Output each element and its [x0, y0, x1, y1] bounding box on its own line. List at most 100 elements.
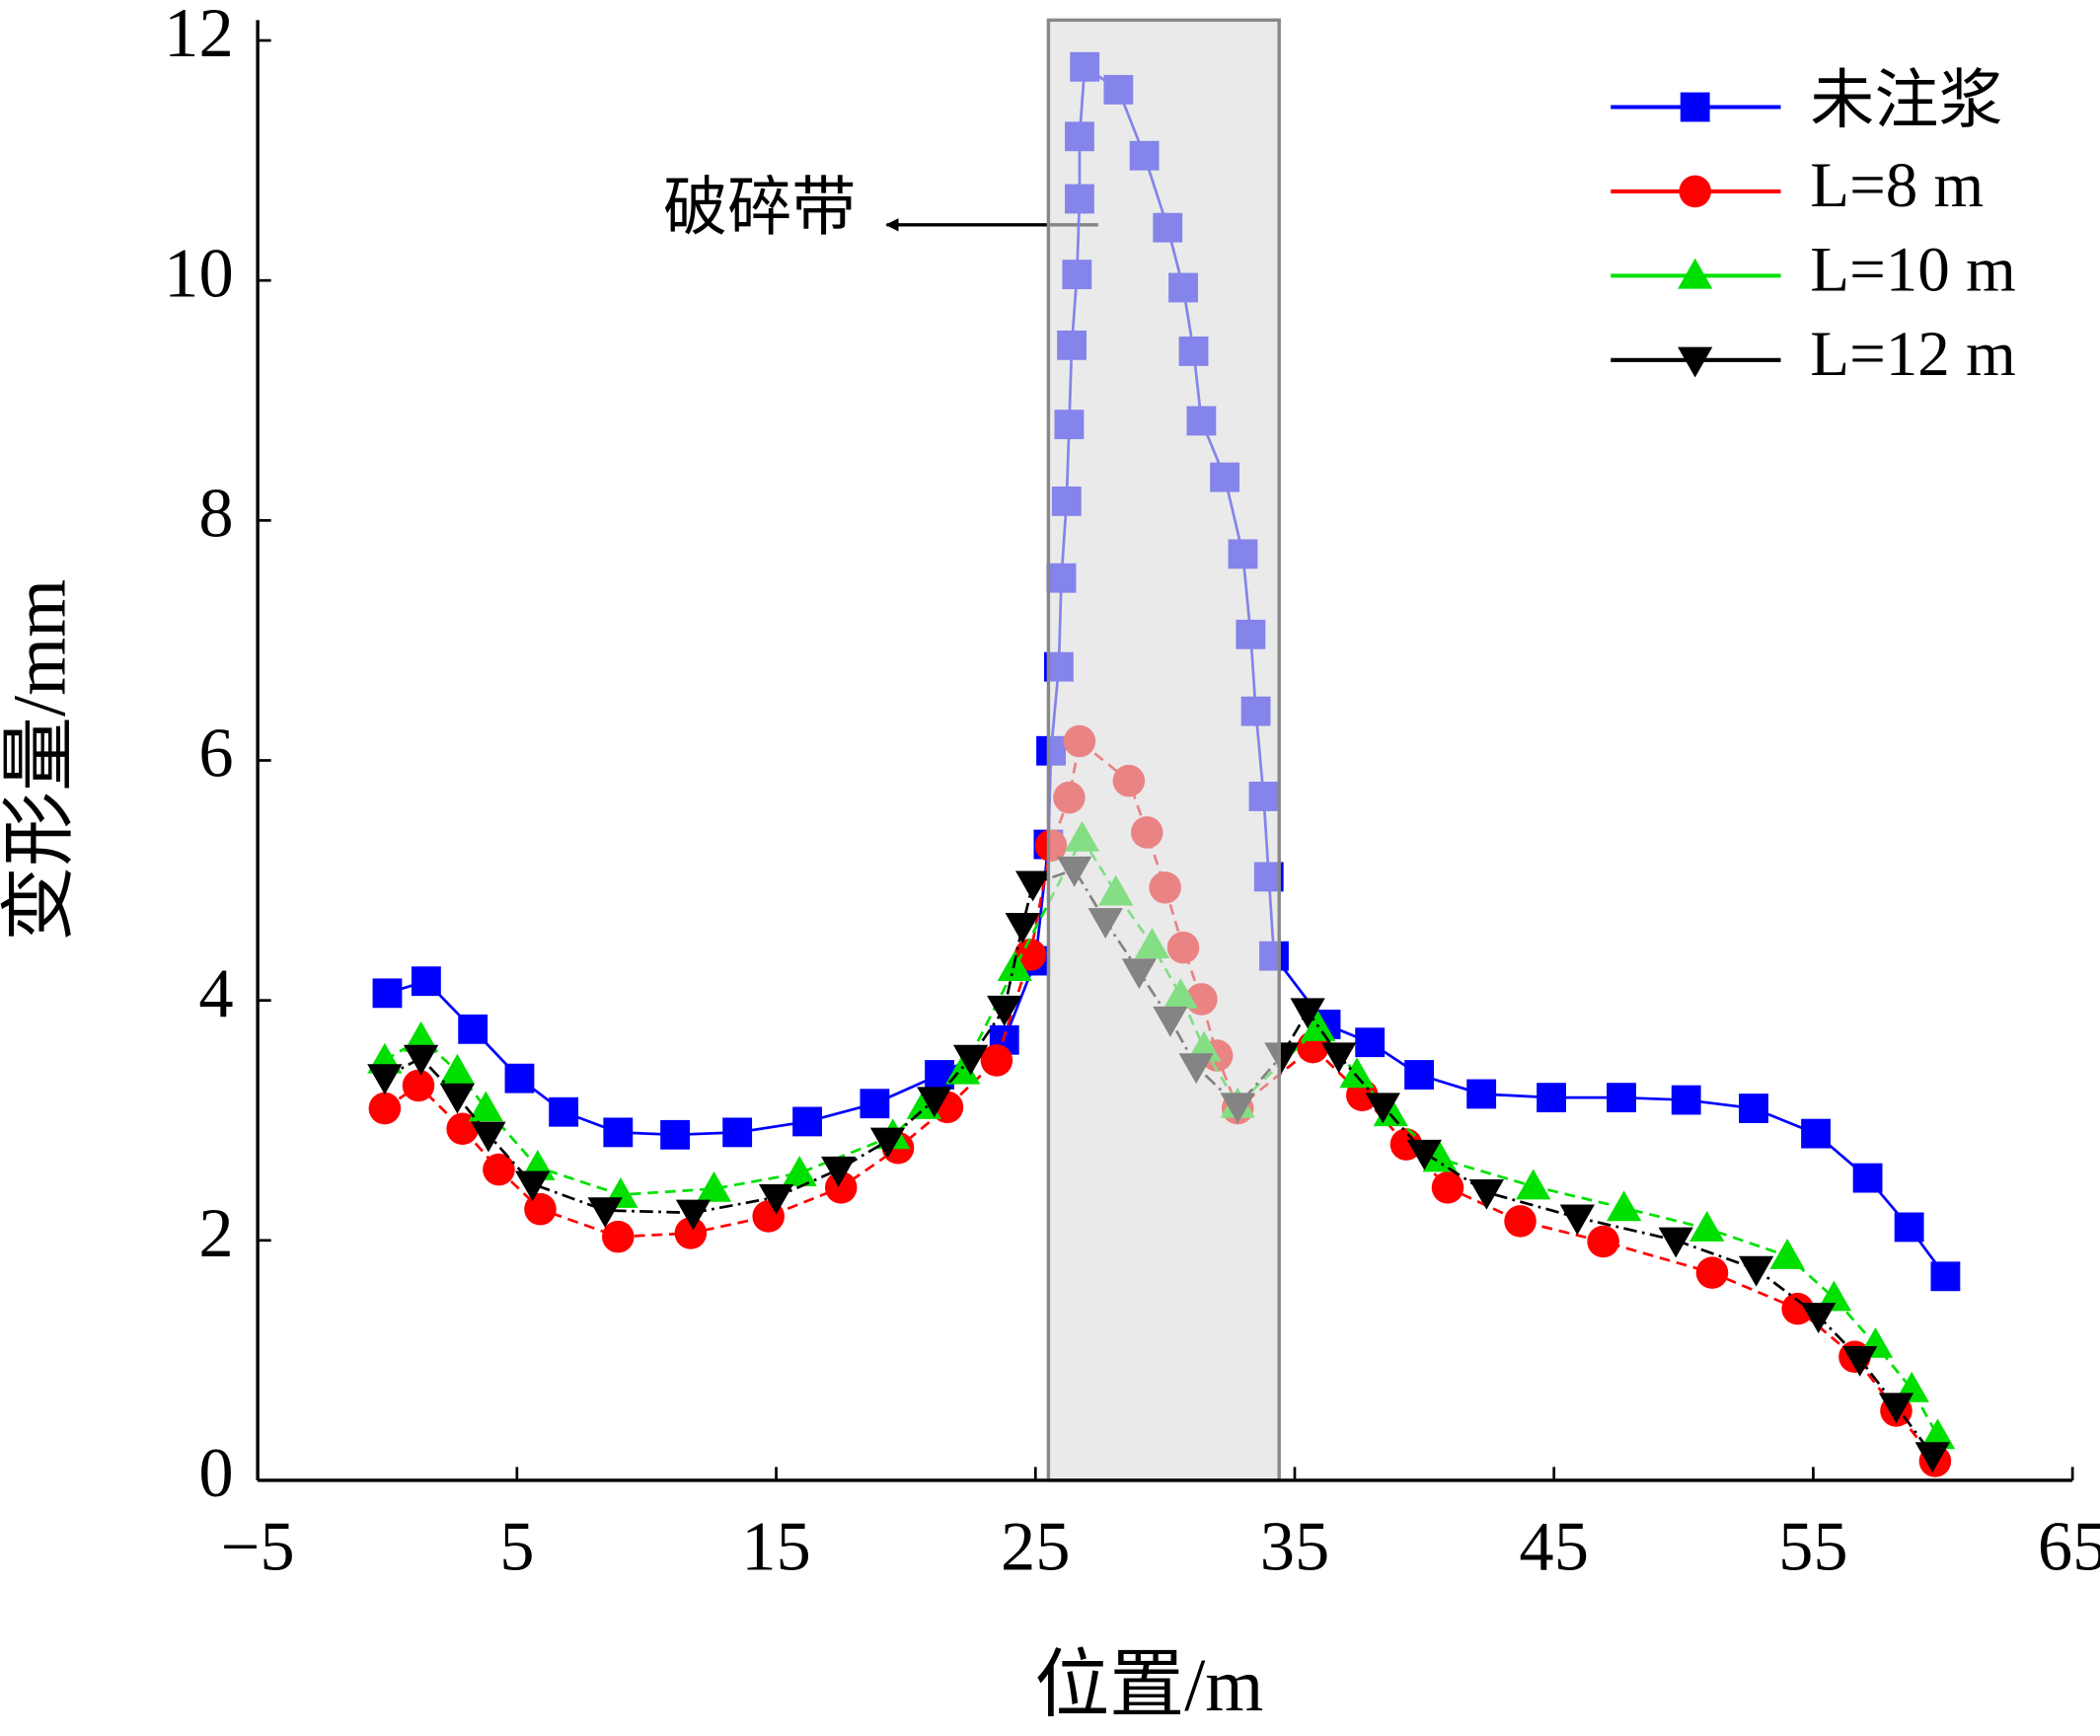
marker	[758, 1183, 794, 1215]
y-tick-label: 2	[198, 1195, 233, 1272]
marker	[372, 978, 403, 1009]
marker	[367, 1064, 403, 1095]
marker	[1689, 1211, 1725, 1242]
marker	[1404, 1060, 1435, 1090]
y-axis-label: 变形量/mm	[0, 579, 82, 942]
x-tick-label: 5	[499, 1509, 534, 1586]
x-tick-label: 45	[1519, 1509, 1589, 1586]
marker	[439, 1053, 476, 1085]
marker	[1739, 1094, 1768, 1123]
marker	[660, 1119, 691, 1150]
x-tick-label: 65	[2038, 1509, 2100, 1586]
x-tick-label: −5	[221, 1509, 295, 1586]
marker	[1516, 1169, 1551, 1200]
y-tick-label: 10	[164, 235, 234, 312]
legend-label: L=12 m	[1810, 319, 2015, 390]
y-tick-label: 8	[198, 476, 233, 553]
marker	[675, 1199, 712, 1231]
marker	[1468, 1178, 1505, 1210]
marker	[722, 1117, 753, 1148]
x-tick-label: 35	[1260, 1509, 1330, 1586]
legend-label: L=8 m	[1810, 150, 1984, 221]
marker	[1801, 1303, 1837, 1334]
marker	[368, 1092, 402, 1125]
marker	[1914, 1442, 1950, 1473]
marker	[1339, 1057, 1375, 1089]
marker	[925, 1060, 954, 1090]
marker	[404, 1020, 439, 1052]
marker	[782, 1156, 817, 1186]
legend-marker	[1678, 346, 1713, 378]
marker	[1422, 1141, 1458, 1172]
marker	[1587, 1225, 1619, 1258]
marker	[917, 1087, 952, 1118]
marker	[603, 1117, 634, 1148]
marker	[1607, 1190, 1642, 1222]
marker	[1671, 1085, 1701, 1115]
marker	[483, 1153, 515, 1186]
marker	[1321, 1042, 1357, 1074]
marker	[1695, 1256, 1729, 1289]
x-tick-label: 15	[741, 1509, 811, 1586]
marker	[1365, 1093, 1400, 1124]
marker	[1504, 1205, 1537, 1238]
marker	[980, 1044, 1013, 1077]
marker	[820, 1156, 857, 1187]
marker	[1781, 1292, 1814, 1325]
marker	[1559, 1204, 1595, 1236]
annotation: 破碎带	[663, 173, 856, 244]
marker	[1466, 1079, 1497, 1109]
y-tick-label: 12	[164, 0, 234, 72]
x-tick-label: 25	[1001, 1509, 1071, 1586]
marker	[504, 1063, 535, 1094]
marker	[402, 1069, 435, 1102]
marker	[1769, 1238, 1805, 1269]
y-tick-label: 0	[198, 1435, 233, 1512]
marker	[696, 1170, 732, 1202]
marker	[524, 1192, 557, 1226]
marker	[1919, 1418, 1956, 1450]
marker	[824, 1171, 858, 1204]
legend-marker	[1679, 175, 1711, 208]
legend-marker	[1680, 92, 1710, 122]
marker	[1842, 1345, 1878, 1377]
marker	[1852, 1163, 1883, 1193]
marker	[1930, 1261, 1961, 1292]
marker	[1894, 1212, 1924, 1243]
marker	[1878, 1393, 1914, 1424]
marker	[987, 995, 1022, 1026]
marker	[1431, 1171, 1464, 1204]
marker	[468, 1091, 503, 1122]
marker	[1290, 998, 1325, 1029]
marker	[792, 1106, 823, 1137]
marker	[1406, 1139, 1442, 1170]
legend-marker	[1678, 258, 1713, 289]
legend-label: L=10 m	[1810, 234, 2015, 305]
marker	[411, 966, 441, 997]
marker	[587, 1197, 623, 1229]
marker	[439, 1083, 476, 1114]
marker	[1738, 1255, 1774, 1287]
marker	[1013, 939, 1047, 971]
x-axis-label: 位置/m	[1034, 1644, 1263, 1727]
legend-label: 未注浆	[1810, 65, 2002, 136]
marker	[1801, 1118, 1831, 1149]
marker	[1607, 1083, 1636, 1113]
marker	[602, 1220, 635, 1253]
marker	[1537, 1083, 1566, 1113]
marker	[860, 1089, 890, 1119]
marker	[1005, 913, 1040, 943]
marker	[952, 1044, 989, 1076]
marker	[404, 1044, 439, 1076]
marker	[1015, 870, 1051, 902]
x-tick-label: 55	[1778, 1509, 1848, 1586]
y-tick-label: 6	[198, 716, 233, 793]
marker	[1658, 1227, 1693, 1258]
marker	[674, 1217, 708, 1249]
shaded-region	[1046, 18, 1281, 1482]
marker	[514, 1170, 551, 1202]
marker	[869, 1127, 906, 1159]
marker	[549, 1096, 579, 1127]
y-tick-label: 4	[198, 955, 233, 1032]
